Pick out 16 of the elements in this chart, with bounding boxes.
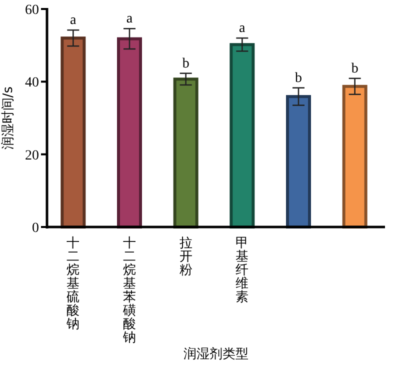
y-tick-label: 40 bbox=[25, 76, 39, 91]
x-tick-label: 十二烷基苯磺酸钠 bbox=[122, 236, 136, 346]
y-tick-label: 0 bbox=[32, 221, 39, 236]
annotation: a bbox=[70, 13, 78, 28]
x-tick-label: 十二烷基硫酸钠 bbox=[66, 236, 80, 332]
annotation: b bbox=[182, 56, 190, 72]
y-tick-label: 60 bbox=[25, 3, 39, 18]
y-axis-title: 润湿时间/s bbox=[1, 86, 16, 150]
x-tick-label: 拉开粉 bbox=[179, 236, 192, 278]
annotation: a bbox=[239, 21, 246, 36]
x-axis-title: 润湿剂类型 bbox=[184, 346, 248, 362]
annotation: a bbox=[126, 12, 134, 27]
y-tick-label: 20 bbox=[25, 148, 39, 164]
annotation: b bbox=[295, 70, 302, 86]
annotation: b bbox=[351, 61, 358, 76]
x-tick-label: 甲基纤维素 bbox=[236, 236, 249, 305]
